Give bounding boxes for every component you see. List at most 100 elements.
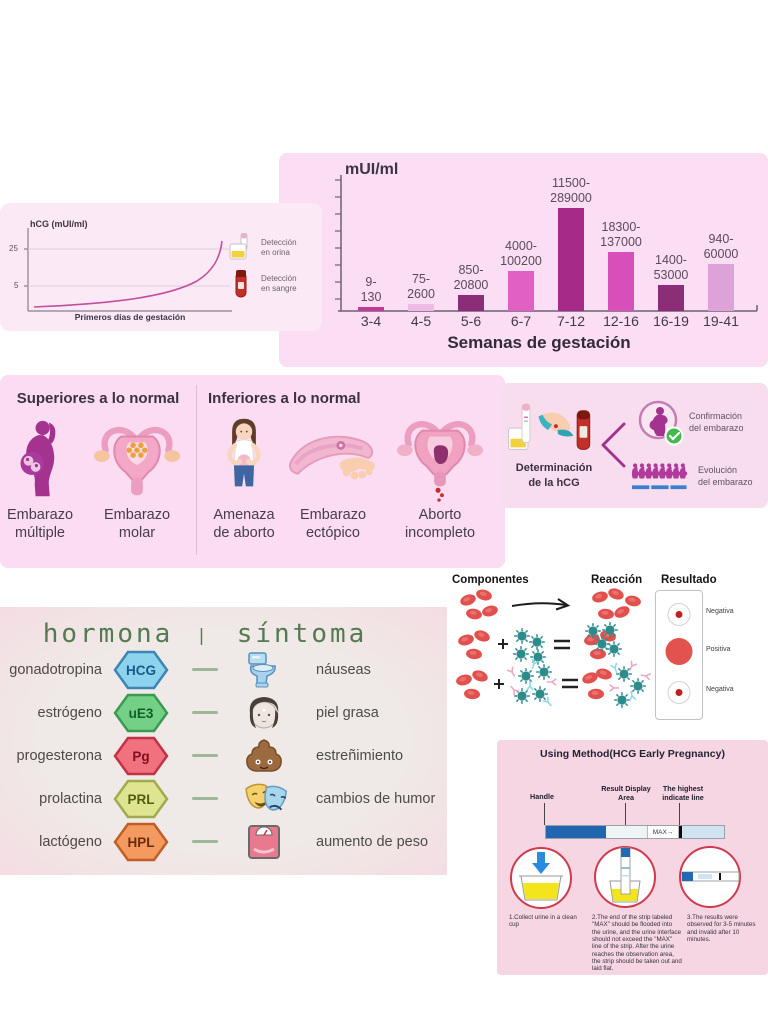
bar bbox=[458, 295, 484, 311]
hcg-conditions-panel: Superiores a lo normal Inferiores a lo n… bbox=[0, 375, 505, 568]
toilet-icon bbox=[244, 650, 284, 695]
result-label: Positiva bbox=[706, 646, 731, 653]
hormona-header: hormona bbox=[42, 619, 174, 649]
bar-category-label: 4-5 bbox=[410, 313, 432, 329]
symptom-label: cambios de humor bbox=[316, 791, 436, 807]
poop-icon bbox=[244, 736, 284, 781]
using-method-panel: Using Method(HCG Early Pregnancy) Handle… bbox=[497, 740, 768, 975]
urine-test-icon bbox=[229, 233, 248, 260]
bar-value-label: 4000- bbox=[505, 239, 537, 254]
hcg-determination-panel: Determinación de la hCG Confirmación del… bbox=[500, 383, 768, 508]
bar-column: 940- 60000 bbox=[695, 232, 747, 311]
svg-text:HCG: HCG bbox=[126, 663, 156, 678]
negative-result-icon bbox=[667, 603, 691, 626]
outcome-label: Evolución bbox=[698, 465, 738, 475]
condition-label: Embarazo bbox=[103, 507, 171, 523]
symptom-label: náuseas bbox=[316, 662, 371, 678]
hormone-badge: PRL bbox=[113, 779, 169, 819]
bar-column: 1400- 53000 bbox=[645, 253, 697, 311]
bar-value-label: 11500- bbox=[552, 176, 590, 191]
bar-category-label: 19-41 bbox=[703, 313, 739, 329]
agglutination-section: Componentes Reacción Resultado bbox=[450, 570, 768, 735]
bar-column: 18300- 137000 bbox=[595, 220, 647, 311]
strip-handle-segment bbox=[546, 826, 606, 838]
y-tick-25: 25 bbox=[9, 244, 18, 253]
inferiores-header: Inferiores a lo normal bbox=[208, 390, 361, 407]
negative-dot bbox=[675, 689, 683, 696]
hormone-name: prolactina bbox=[39, 791, 102, 807]
negative-result-icon bbox=[667, 681, 691, 704]
bar-chart-y-axis-label: mUI/ml bbox=[345, 161, 399, 178]
svg-text:Pg: Pg bbox=[132, 749, 149, 764]
curve-title: hCG (mUI/ml) bbox=[30, 219, 88, 229]
step-caption: 3.The results were observed for 3-5 minu… bbox=[687, 914, 756, 943]
strip-label-max-line: The highest bbox=[662, 784, 704, 793]
multiple-pregnancy-illustration bbox=[9, 411, 71, 507]
bar-column: 4000- 100200 bbox=[495, 239, 547, 311]
superiores-header: Superiores a lo normal bbox=[16, 390, 180, 407]
using-method-title: Using Method(HCG Early Pregnancy) bbox=[540, 748, 725, 760]
hormone-row: estrógeno uE3 piel grasa bbox=[0, 691, 447, 735]
positive-result-icon bbox=[665, 638, 693, 665]
connector-dash bbox=[192, 840, 218, 843]
strip-label-handle: Handle bbox=[530, 792, 554, 801]
bar-category-label: 3-4 bbox=[360, 313, 382, 329]
hormone-name: gonadotropina bbox=[9, 662, 102, 678]
test-strip-diagram: MAX→ bbox=[545, 825, 725, 839]
step-caption: 1.Collect urine in a clean cup bbox=[509, 914, 577, 929]
curve-legend: Detección en orina Detección en sangre bbox=[229, 233, 297, 298]
hormone-name: progesterona bbox=[16, 748, 102, 764]
y-tick-5: 5 bbox=[14, 281, 19, 290]
strip-result-segment bbox=[606, 826, 647, 838]
curve-x-axis-label: Primeros días de gestación bbox=[74, 312, 186, 322]
connector-dash bbox=[192, 668, 218, 671]
weight-scale-icon bbox=[244, 822, 284, 867]
legend-item-blood: Detección en sangre bbox=[229, 270, 297, 298]
hcg-curve bbox=[33, 240, 223, 308]
symptom-label: estreñimiento bbox=[316, 748, 404, 764]
hormone-row: progesterona Pg estreñimiento bbox=[0, 734, 447, 778]
miscarriage-threat-illustration bbox=[212, 411, 276, 507]
determination-title-line1: Determinación bbox=[515, 462, 593, 474]
condition-label: Amenaza bbox=[213, 507, 275, 523]
strip-label-result-area: Result Display bbox=[601, 784, 651, 793]
bar-category-label: 7-12 bbox=[556, 313, 586, 329]
svg-text:uE3: uE3 bbox=[129, 706, 154, 721]
bar-category-label: 5-6 bbox=[460, 313, 482, 329]
connector-dash bbox=[192, 797, 218, 800]
result-label: Negativa bbox=[706, 608, 734, 615]
hormone-row: prolactina PRL bbox=[0, 777, 447, 821]
hcg-curve-panel: hCG (mUI/ml) 25 5 Detección en bbox=[0, 203, 322, 331]
connector-dash bbox=[192, 711, 218, 714]
bar-value-label: 1400- bbox=[655, 253, 687, 268]
result-header: Resultado bbox=[661, 574, 717, 586]
bar-category-label: 12-16 bbox=[603, 313, 639, 329]
symptom-label: piel grasa bbox=[316, 705, 379, 721]
bar bbox=[358, 307, 384, 311]
bar-value-label: 75- bbox=[411, 272, 431, 287]
bar-column: 11500- 289000 bbox=[545, 176, 597, 311]
pregnancy-evolution-icon bbox=[632, 463, 688, 490]
negative-dot bbox=[675, 611, 683, 618]
bar-column: 850- 20800 bbox=[445, 263, 497, 311]
theater-masks-icon bbox=[244, 779, 288, 824]
hormone-badge: Pg bbox=[113, 736, 169, 776]
condition-label: Embarazo bbox=[6, 507, 74, 523]
chevron-left-icon bbox=[601, 422, 626, 468]
hcg-curve-chart bbox=[24, 228, 232, 312]
hormone-badge: HCG bbox=[113, 650, 169, 690]
svg-text:HPL: HPL bbox=[128, 835, 155, 850]
connector-dash bbox=[192, 754, 218, 757]
divider bbox=[196, 385, 197, 555]
strip-end-segment bbox=[682, 826, 724, 838]
hormone-badge: HPL bbox=[113, 822, 169, 862]
hormone-row: lactógeno HPL aumento de peso bbox=[0, 820, 447, 864]
hormone-row: gonadotropina HCG náuseas bbox=[0, 648, 447, 692]
hormone-symptom-table: hormona | síntoma gonadotropina HCG náus… bbox=[0, 607, 447, 875]
symptom-label: aumento de peso bbox=[316, 834, 429, 850]
bar-value-label: 18300- bbox=[601, 220, 641, 235]
collect-urine-icon bbox=[510, 847, 572, 909]
outcome-label: Confirmación bbox=[689, 411, 743, 421]
svg-text:PRL: PRL bbox=[128, 792, 155, 807]
